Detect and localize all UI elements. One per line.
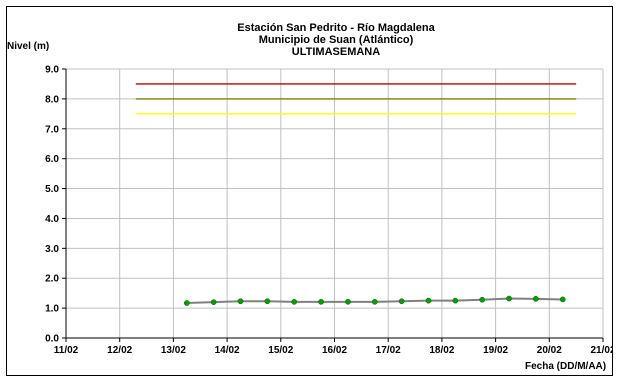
x-tick-label: 20/02: [537, 345, 562, 356]
data-point: [210, 299, 217, 305]
x-tick-label: 13/02: [161, 345, 186, 356]
y-axis-label: Nivel (m): [7, 41, 49, 52]
y-tick-label: 3.0: [45, 244, 59, 255]
chart-title-line-3: ULTIMASEMANA: [292, 46, 380, 58]
data-point: [506, 295, 512, 302]
y-tick-label: 1.0: [45, 304, 59, 315]
x-axis-label: Fecha (DD/M/AA): [525, 361, 606, 372]
data-point: [291, 298, 298, 305]
data-point: [425, 297, 432, 304]
data-point: [452, 297, 459, 304]
data-point: [183, 300, 190, 306]
data-point: [479, 296, 486, 303]
x-tick-label: 21/02: [590, 345, 612, 356]
y-tick-label: 9.0: [45, 65, 59, 76]
data-point: [559, 296, 566, 303]
y-tick-label: 6.0: [45, 154, 59, 165]
data-point: [371, 298, 378, 305]
data-point: [264, 298, 271, 305]
x-tick-label: 16/02: [322, 345, 347, 356]
level-chart: Estación San Pedrito - Río Magdalena Mun…: [7, 22, 616, 372]
chart-frame: Estación San Pedrito - Río Magdalena Mun…: [6, 6, 616, 376]
y-tick-label: 5.0: [45, 184, 59, 195]
y-tick-label: 0.0: [45, 334, 59, 345]
x-tick-label: 12/02: [107, 345, 132, 356]
x-tick-label: 14/02: [215, 345, 240, 356]
data-point: [237, 298, 244, 305]
data-point: [398, 298, 405, 305]
data-point: [345, 298, 351, 305]
y-tick-label: 8.0: [45, 94, 59, 105]
x-tick-label: 17/02: [376, 345, 401, 356]
x-tick-label: 11/02: [54, 345, 79, 356]
data-point: [533, 295, 539, 302]
y-tick-label: 7.0: [45, 124, 59, 135]
chart-title-line-2: Municipio de Suan (Atlántico): [259, 34, 414, 46]
x-tick-label: 15/02: [268, 345, 293, 356]
data-point: [318, 298, 324, 305]
x-tick-label: 19/02: [483, 345, 508, 356]
x-tick-label: 18/02: [429, 345, 454, 356]
chart-title-line-1: Estación San Pedrito - Río Magdalena: [237, 22, 435, 34]
y-tick-label: 2.0: [45, 274, 59, 285]
plot-area: 0.0 1.0 2.0 3.0 4.0 5.0 6.0 7.0 8.0 9.0 11/02 12/02…: [45, 65, 616, 357]
y-tick-label: 4.0: [45, 214, 59, 225]
